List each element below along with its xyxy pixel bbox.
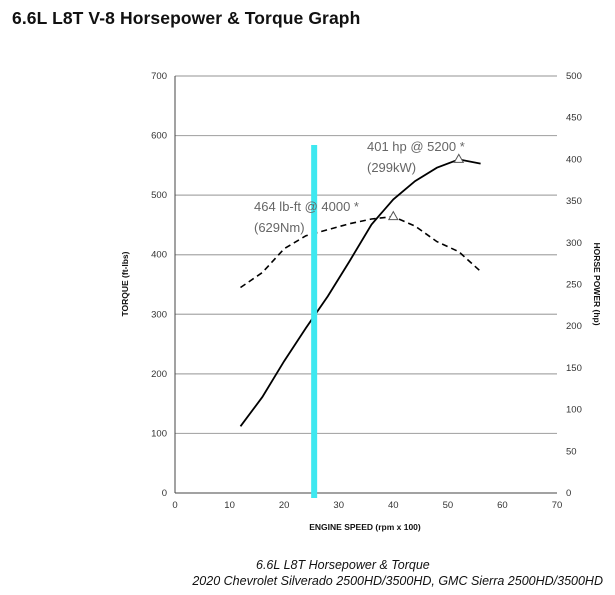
caption-line-2: 2020 Chevrolet Silverado 2500HD/3500HD, … — [192, 574, 603, 588]
y2-tick-label: 400 — [566, 154, 582, 165]
horsepower-annotation-line1: 401 hp @ 5200 * — [367, 139, 465, 154]
y2-tick-label: 250 — [566, 280, 582, 291]
y2-tick-label: 450 — [566, 113, 582, 124]
x-axis-label: ENGINE SPEED (rpm x 100) — [309, 522, 421, 532]
x-tick-label: 70 — [552, 500, 563, 511]
y2-tick-label: 50 — [566, 446, 577, 457]
page-title: 6.6L L8T V-8 Horsepower & Torque Graph — [12, 8, 361, 28]
torque-line — [240, 215, 482, 289]
y2-tick-label: 150 — [566, 363, 582, 374]
horsepower-line — [239, 158, 481, 427]
y-tick-label: 0 — [162, 488, 167, 499]
y-tick-label: 100 — [151, 428, 167, 439]
y2-tick-label: 200 — [566, 321, 582, 332]
torque-annotation-line1: 464 lb-ft @ 4000 * — [254, 199, 359, 214]
torque-annotation-line2: (629Nm) — [254, 220, 305, 235]
y-tick-label: 700 — [151, 71, 167, 82]
torque-peak-marker — [387, 210, 399, 221]
y-tick-label: 500 — [151, 190, 167, 201]
y-tick-label: 300 — [151, 309, 167, 320]
x-tick-label: 40 — [388, 500, 399, 511]
y2-tick-label: 500 — [566, 71, 582, 82]
x-tick-label: 0 — [172, 500, 177, 511]
y-tick-label: 200 — [151, 369, 167, 380]
grid-lines — [175, 75, 557, 435]
y2-tick-label: 350 — [566, 196, 582, 207]
y2-axis-label: HORSE POWER (hp) — [592, 242, 602, 325]
left-tick-labels: 0 100 200 300 400 500 600 700 — [151, 71, 167, 499]
y-tick-label: 400 — [151, 250, 167, 261]
x-tick-label: 20 — [279, 500, 290, 511]
x-tick-label: 50 — [443, 500, 454, 511]
y2-tick-label: 100 — [566, 405, 582, 416]
x-tick-label: 60 — [497, 500, 508, 511]
caption-line-1: 6.6L L8T Horsepower & Torque — [256, 558, 430, 572]
horsepower-annotation-line2: (299kW) — [367, 160, 416, 175]
right-tick-labels: 0 50 100 150 200 250 300 350 400 450 500 — [566, 71, 582, 499]
y2-tick-label: 0 — [566, 488, 571, 499]
horsepower-peak-marker — [453, 153, 465, 163]
y2-tick-label: 300 — [566, 238, 582, 249]
y-tick-label: 600 — [151, 131, 167, 142]
x-tick-label: 10 — [224, 500, 235, 511]
x-tick-labels: 0 10 20 30 40 50 60 70 — [172, 500, 562, 511]
y-axis-label: TORQUE (ft-lbs) — [120, 251, 130, 316]
x-tick-label: 30 — [333, 500, 344, 511]
